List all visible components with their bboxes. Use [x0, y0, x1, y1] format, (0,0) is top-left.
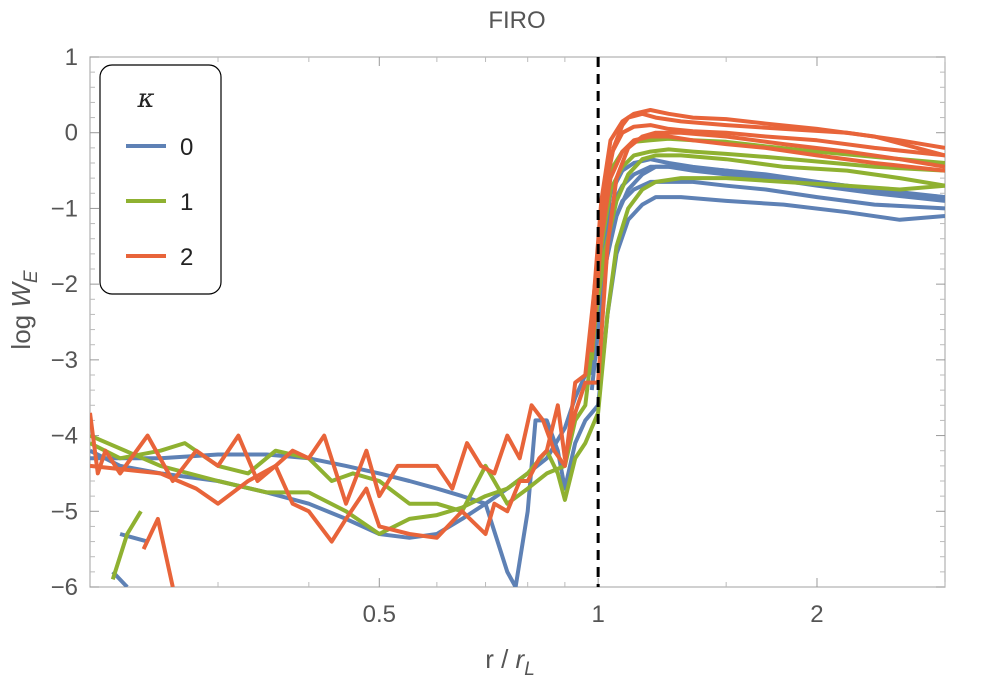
series-line-17 [141, 516, 175, 587]
series-layer [90, 108, 945, 587]
series-line-6 [119, 532, 149, 544]
series-line-11 [110, 510, 143, 581]
x-tick-label: 0.5 [363, 601, 396, 628]
legend-label-1: 1 [180, 189, 193, 216]
legend: κ 0 1 2 [99, 64, 222, 295]
y-tick-label: −3 [51, 347, 78, 374]
series-line-7 [90, 153, 945, 514]
x-axis-label: r / rL [485, 644, 535, 680]
series-line-12 [90, 111, 945, 506]
x-tick-label: 1 [591, 601, 604, 628]
series-line-14 [589, 108, 945, 323]
y-tick-label: −2 [51, 271, 78, 298]
y-tick-label: −1 [51, 195, 78, 222]
y-tick-label: −5 [51, 498, 78, 525]
y-tick-label: 0 [65, 120, 78, 147]
axis-ticks: −6 −5 −4 −3 −2 −1 0 1 0.5 1 2 [51, 44, 946, 628]
series-line-16 [589, 134, 945, 353]
legend-label-2: 2 [180, 244, 193, 271]
series-line-8 [90, 176, 945, 536]
y-tick-label: 1 [65, 44, 78, 71]
series-line-15 [589, 123, 945, 338]
x-tick-label: 2 [810, 601, 823, 628]
legend-title: κ [136, 84, 154, 114]
chart-title: FIRO [488, 7, 545, 34]
series-line-13 [90, 130, 945, 544]
series-line-2 [589, 179, 945, 391]
legend-box [99, 64, 222, 295]
y-tick-label: −4 [51, 423, 78, 450]
y-axis-label: log WE [6, 270, 42, 349]
y-tick-label: −6 [51, 574, 78, 601]
series-line-3 [589, 164, 945, 376]
legend-label-0: 0 [180, 134, 193, 161]
